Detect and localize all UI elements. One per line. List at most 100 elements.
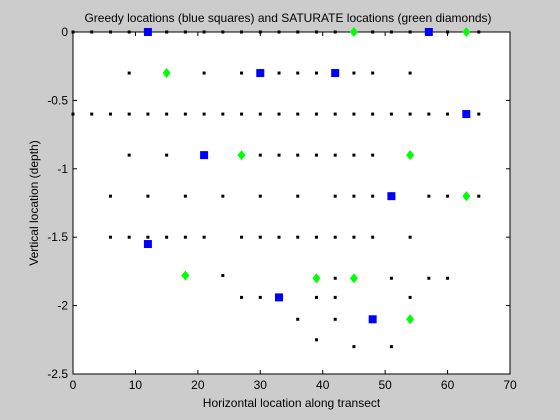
grid-location-point: [371, 30, 375, 34]
y-tick-label: -1: [57, 162, 68, 176]
grid-location-point: [71, 112, 75, 116]
grid-location-point: [165, 30, 169, 34]
grid-location-point: [477, 194, 481, 198]
grid-location-point: [477, 30, 481, 34]
x-tick-label: 50: [378, 378, 392, 392]
y-tick-label: -2.5: [47, 367, 68, 381]
grid-location-point: [446, 276, 450, 280]
saturate-location-point: [312, 273, 321, 284]
plot-area: [72, 31, 511, 375]
grid-location-point: [258, 153, 262, 157]
grid-location-point: [371, 112, 375, 116]
grid-location-point: [446, 112, 450, 116]
x-tick-label: 40: [316, 378, 330, 392]
grid-location-point: [240, 30, 244, 34]
grid-location-point: [108, 235, 112, 239]
grid-location-point: [352, 153, 356, 157]
grid-location-point: [314, 295, 318, 299]
grid-location-point: [296, 317, 300, 321]
grid-location-point: [314, 112, 318, 116]
grid-location-point: [146, 194, 150, 198]
greedy-location-point: [275, 293, 284, 302]
grid-location-point: [108, 30, 112, 34]
grid-location-point: [371, 153, 375, 157]
grid-location-point: [146, 112, 150, 116]
grid-location-point: [183, 235, 187, 239]
grid-location-point: [277, 153, 281, 157]
x-tick-label: 0: [70, 378, 77, 392]
grid-location-point: [333, 235, 337, 239]
grid-location-point: [296, 71, 300, 75]
grid-location-point: [258, 30, 262, 34]
grid-location-point: [427, 276, 431, 280]
grid-location-point: [352, 345, 356, 349]
grid-location-point: [108, 112, 112, 116]
x-axis-label: Horizontal location along transect: [203, 396, 381, 410]
greedy-location-point: [424, 28, 433, 36]
grid-location-point: [165, 153, 169, 157]
grid-location-point: [333, 112, 337, 116]
grid-location-point: [408, 235, 412, 239]
grid-location-point: [71, 30, 75, 34]
chart-title: Greedy locations (blue squares) and SATU…: [84, 11, 491, 25]
grid-location-point: [427, 194, 431, 198]
saturate-location-point: [406, 150, 415, 161]
greedy-location-point: [256, 69, 265, 78]
grid-location-point: [240, 235, 244, 239]
grid-location-point: [333, 194, 337, 198]
grid-location-point: [240, 71, 244, 75]
greedy-location-point: [200, 151, 209, 160]
grid-location-point: [127, 153, 131, 157]
greedy-location-point: [143, 240, 152, 249]
grid-location-point: [165, 235, 169, 239]
data-points: [71, 27, 481, 349]
grid-location-point: [183, 194, 187, 198]
grid-location-point: [352, 235, 356, 239]
y-axis-label: Vertical location (depth): [27, 140, 41, 265]
saturate-location-point: [349, 27, 358, 37]
grid-location-point: [90, 112, 94, 116]
grid-location-point: [108, 194, 112, 198]
grid-location-point: [90, 30, 94, 34]
grid-location-point: [183, 30, 187, 34]
greedy-location-point: [387, 192, 396, 201]
grid-location-point: [333, 153, 337, 157]
grid-location-point: [127, 235, 131, 239]
grid-location-point: [221, 30, 225, 34]
grid-location-point: [477, 112, 481, 116]
grid-location-point: [333, 317, 337, 321]
grid-location-point: [146, 235, 150, 239]
saturate-location-point: [181, 270, 190, 281]
grid-location-point: [240, 295, 244, 299]
grid-location-point: [389, 112, 393, 116]
grid-location-point: [183, 112, 187, 116]
grid-location-point: [389, 276, 393, 280]
saturate-location-point: [349, 273, 358, 284]
grid-location-point: [389, 30, 393, 34]
grid-location-point: [408, 30, 412, 34]
grid-location-point: [277, 112, 281, 116]
grid-location-point: [221, 194, 225, 198]
grid-location-point: [408, 71, 412, 75]
y-tick-label: 0: [61, 25, 68, 39]
grid-location-point: [446, 194, 450, 198]
grid-location-point: [314, 153, 318, 157]
grid-location-point: [258, 194, 262, 198]
grid-location-point: [408, 112, 412, 116]
greedy-location-point: [331, 69, 340, 78]
grid-location-point: [127, 71, 131, 75]
x-tick-label: 70: [503, 378, 517, 392]
grid-location-point: [296, 235, 300, 239]
grid-location-point: [333, 30, 337, 34]
grid-location-point: [296, 112, 300, 116]
grid-location-point: [296, 30, 300, 34]
x-tick-label: 10: [129, 378, 143, 392]
x-tick-label: 30: [254, 378, 268, 392]
x-tick-label: 20: [191, 378, 205, 392]
grid-location-point: [127, 30, 131, 34]
grid-location-point: [277, 235, 281, 239]
grid-location-point: [371, 71, 375, 75]
grid-location-point: [258, 235, 262, 239]
grid-location-point: [127, 112, 131, 116]
